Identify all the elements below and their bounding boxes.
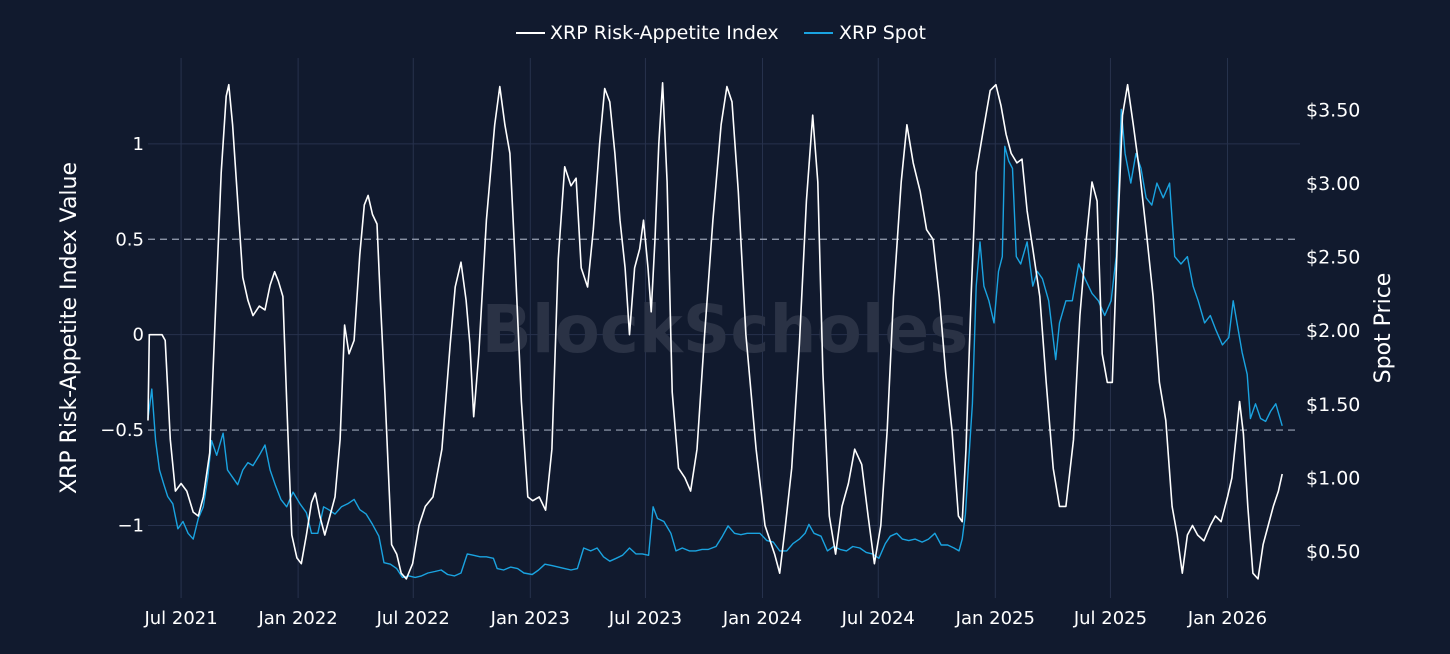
y-right-tick-label: $3.00 bbox=[1306, 173, 1360, 195]
x-tick-label: Jul 2025 bbox=[1073, 608, 1147, 629]
y-right-tick-label: $3.50 bbox=[1306, 99, 1360, 121]
watermark: BlockScholes bbox=[482, 291, 969, 368]
y-right-tick-label: $1.50 bbox=[1306, 394, 1360, 416]
x-tick-label: Jan 2022 bbox=[257, 608, 337, 629]
y-right-tick-label: $2.00 bbox=[1306, 320, 1360, 342]
y-right-tick-label: $2.50 bbox=[1306, 247, 1360, 269]
x-tick-label: Jul 2021 bbox=[143, 608, 217, 629]
y-right-tick-label: $1.00 bbox=[1306, 467, 1360, 489]
legend-label-index: XRP Risk-Appetite Index bbox=[550, 22, 779, 44]
grid-layer bbox=[148, 58, 1300, 598]
y-right-axis-title: Spot Price bbox=[1371, 273, 1396, 384]
legend-item-index[interactable]: XRP Risk-Appetite Index bbox=[516, 22, 779, 44]
x-tick-label: Jan 2024 bbox=[722, 608, 802, 629]
y-left-tick-label: 0.5 bbox=[115, 229, 144, 250]
x-tick-label: Jul 2023 bbox=[608, 608, 682, 629]
x-tick-label: Jul 2022 bbox=[376, 608, 450, 629]
x-tick-label: Jan 2025 bbox=[955, 608, 1035, 629]
y-left-tick-label: −0.5 bbox=[100, 420, 144, 441]
legend: XRP Risk-Appetite Index XRP Spot bbox=[516, 22, 926, 44]
risk-appetite-index-line[interactable] bbox=[147, 82, 1283, 580]
y-left-tick-label: 1 bbox=[133, 134, 144, 155]
y-left-axis-title: XRP Risk-Appetite Index Value bbox=[57, 162, 82, 494]
x-tick-label: Jul 2024 bbox=[841, 608, 915, 629]
x-tick-label: Jan 2026 bbox=[1187, 608, 1267, 629]
series-layer bbox=[147, 82, 1283, 580]
y-right-tick-label: $0.50 bbox=[1306, 541, 1360, 563]
legend-item-spot[interactable]: XRP Spot bbox=[804, 22, 926, 44]
spot-price-line[interactable] bbox=[147, 108, 1283, 579]
y-left-tick-label: −1 bbox=[117, 515, 144, 536]
legend-label-spot: XRP Spot bbox=[839, 22, 926, 44]
x-tick-label: Jan 2023 bbox=[490, 608, 570, 629]
y-left-tick-label: 0 bbox=[133, 325, 144, 346]
axis-layer: Jul 2021 Jan 2022 Jul 2022 Jan 2023 Jul 2023… bbox=[100, 99, 1360, 629]
